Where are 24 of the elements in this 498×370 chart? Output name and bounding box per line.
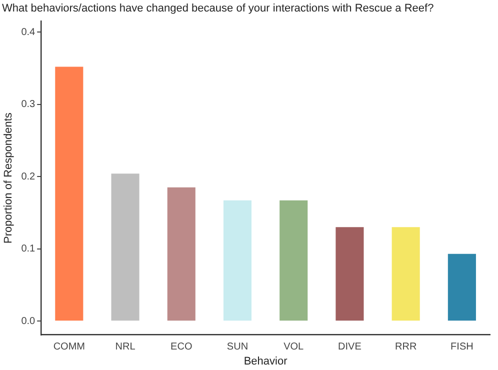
bar <box>392 227 420 321</box>
bar <box>167 187 196 321</box>
x-tick-label: RRR <box>394 342 417 353</box>
bar <box>223 200 252 321</box>
x-tick-label: COMM <box>53 342 85 353</box>
x-axis-title: Behavior <box>244 355 288 368</box>
y-tick-label: 0.3 <box>21 99 36 110</box>
y-tick-label: 0.0 <box>21 316 36 327</box>
bar <box>336 227 364 321</box>
x-tick-label: SUN <box>226 342 248 353</box>
chart-title: What behaviors/actions have changed because of your interactions with Rescue a Reef? <box>2 2 434 15</box>
x-tick-label: ECO <box>170 342 192 353</box>
bar <box>448 254 476 321</box>
y-axis-title: Proportion of Respondents <box>2 112 15 244</box>
x-tick-label: FISH <box>450 342 474 353</box>
bar <box>55 66 84 321</box>
y-tick-label: 0.2 <box>21 171 36 182</box>
y-tick-label: 0.1 <box>21 244 36 255</box>
x-tick-label: DIVE <box>338 342 362 353</box>
bar <box>111 174 140 321</box>
x-tick-label: VOL <box>284 342 304 353</box>
bar <box>280 200 308 321</box>
y-tick-label: 0.4 <box>21 26 36 38</box>
x-tick-label: NRL <box>115 342 136 353</box>
